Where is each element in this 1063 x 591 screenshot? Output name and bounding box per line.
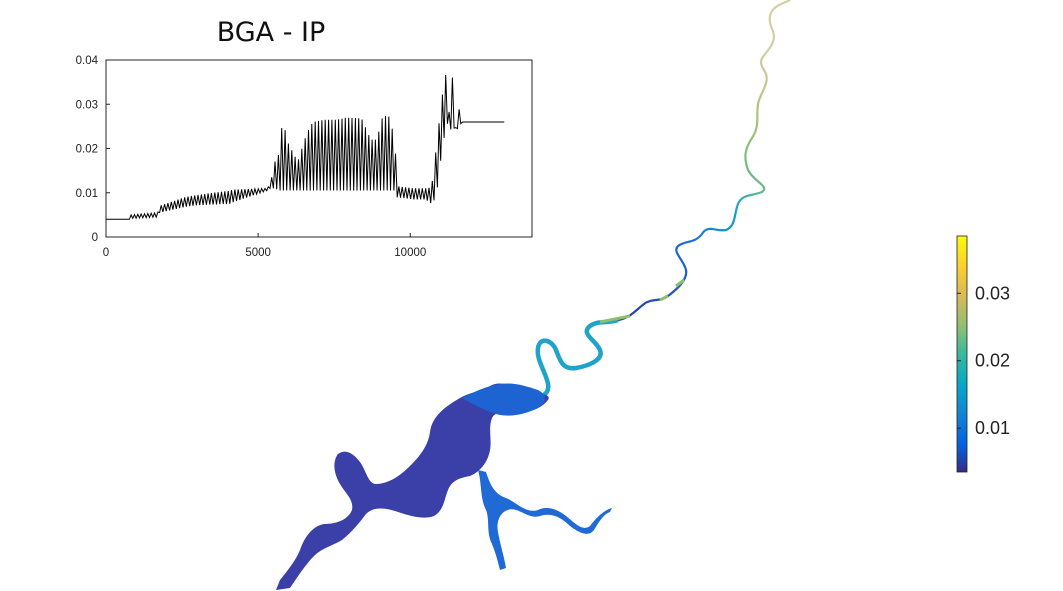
reservoir-body xyxy=(276,383,549,590)
x-tick-label: 5000 xyxy=(245,247,271,259)
river-map xyxy=(276,0,791,590)
inset-line-chart: BGA - IP 0 5000 10000 0 0.01 0.02 0.03 0.04 xyxy=(76,17,533,259)
colorbar-ticks: 0.01 0.02 0.03 xyxy=(957,283,1010,438)
y-axis-ticks: 0 0.01 0.02 0.03 0.04 xyxy=(76,55,110,244)
x-tick-label: 0 xyxy=(103,247,109,259)
colorbar-gradient xyxy=(956,235,968,473)
y-tick-label: 0.02 xyxy=(76,144,98,156)
line-series-layer xyxy=(106,74,505,220)
reservoir-upper-arm xyxy=(462,383,545,416)
colorbar-tick-label: 0.01 xyxy=(975,418,1010,438)
river-upper-channel xyxy=(617,0,791,322)
x-tick-label: 10000 xyxy=(394,247,426,259)
x-axis-ticks: 0 5000 10000 xyxy=(103,233,426,259)
y-tick-label: 0 xyxy=(92,232,98,244)
chart-title: BGA - IP xyxy=(217,17,326,48)
colorbar-tick-label: 0.02 xyxy=(975,351,1010,371)
y-tick-label: 0.01 xyxy=(76,188,98,200)
y-tick-label: 0.04 xyxy=(76,55,99,67)
river-mid-highlight xyxy=(599,278,685,324)
y-tick-label: 0.03 xyxy=(76,99,98,111)
colorbar-tick-label: 0.03 xyxy=(975,283,1010,303)
river-lower-arm xyxy=(478,470,612,570)
colorbar: 0.01 0.02 0.03 xyxy=(956,235,1010,473)
line-series xyxy=(106,74,505,220)
river-mid-channel xyxy=(527,317,619,401)
